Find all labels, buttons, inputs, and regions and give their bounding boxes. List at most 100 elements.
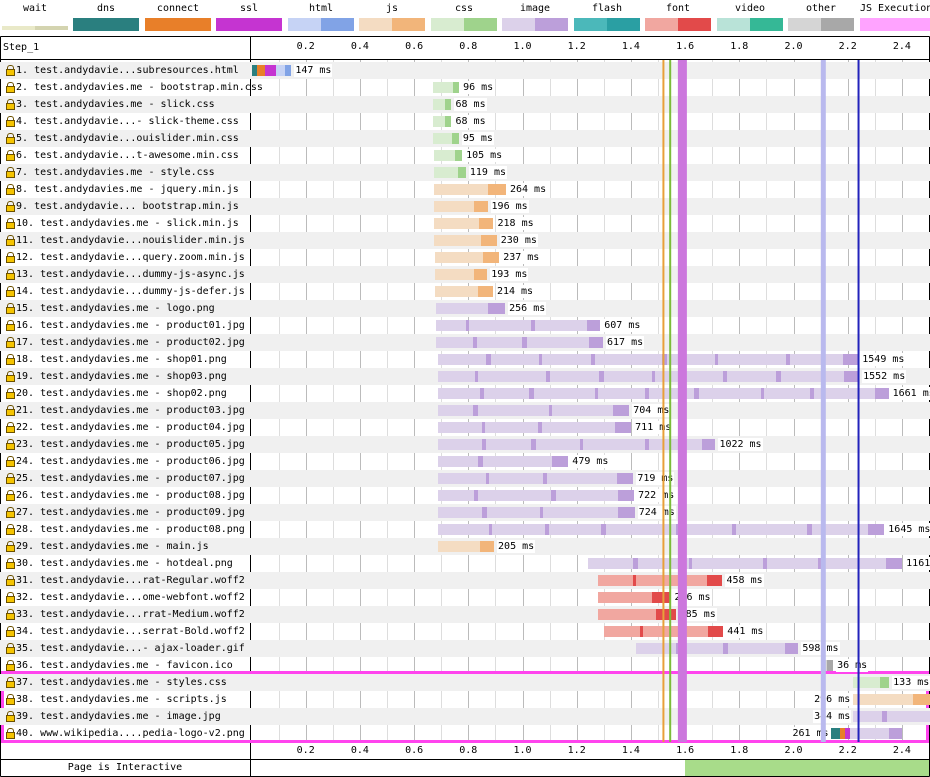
- request-row[interactable]: 9. test.andydavie... bootstrap.min.js 196…: [0, 198, 930, 215]
- request-bar: [435, 303, 506, 314]
- connection-segment: [251, 65, 257, 76]
- request-row[interactable]: 39. test.andydavies.me - image.jpg 344 ms: [0, 708, 930, 725]
- download-chunk: [457, 167, 466, 178]
- request-row[interactable]: 34. test.andydavie...serrat-Bold.woff2 44…: [0, 623, 930, 640]
- download-chunk: [598, 371, 604, 382]
- request-bar: [251, 65, 292, 76]
- request-row[interactable]: 28. test.andydavies.me - product08.png 16…: [0, 521, 930, 538]
- request-number: 1.: [16, 65, 29, 76]
- request-row[interactable]: 20. test.andydavies.me - shop02.png 1661 …: [0, 385, 930, 402]
- request-label: 37. test.andydavies.me - styles.css: [16, 676, 227, 689]
- request-row[interactable]: 19. test.andydavies.me - shop03.png 1552 …: [0, 368, 930, 385]
- download-chunk: [632, 575, 636, 586]
- lock-icon: [6, 473, 15, 484]
- download-chunk: [530, 439, 536, 450]
- download-chunk: [618, 507, 635, 518]
- legend-swatch: [860, 18, 930, 31]
- request-duration: 105 ms: [465, 149, 504, 162]
- request-number: 11.: [16, 235, 35, 246]
- request-row[interactable]: 16. test.andydavies.me - product01.jpg 60…: [0, 317, 930, 334]
- request-row[interactable]: 8. test.andydavies.me - jquery.min.js 264…: [0, 181, 930, 198]
- request-row[interactable]: 33. test.andydavie...rrat-Medium.woff2 28…: [0, 606, 930, 623]
- time-axis-top: 0.2 0.4 0.6 0.8 1.0 1.2 1.4 1.6 1.8 2.0 2.2 2.4: [251, 38, 929, 56]
- request-bar: [433, 133, 459, 144]
- request-number: 30.: [16, 558, 35, 569]
- request-row[interactable]: 2. test.andydavies.me - bootstrap.min.cs…: [0, 79, 930, 96]
- request-row[interactable]: 15. test.andydavies.me - logo.png 256 ms: [0, 300, 930, 317]
- request-row[interactable]: 3. test.andydavies.me - slick.css 68 ms: [0, 96, 930, 113]
- request-wait-segment: [433, 167, 466, 178]
- lock-icon: [6, 269, 15, 280]
- axis-tick-label: 2.0: [784, 745, 803, 756]
- request-wait-segment: [587, 558, 903, 569]
- request-row[interactable]: 10. test.andydavies.me - slick.min.js 218…: [0, 215, 930, 232]
- request-row[interactable]: 35. test.andydavie...- ajax-loader.gif 59…: [0, 640, 930, 657]
- lock-icon: [6, 507, 15, 518]
- download-chunk: [473, 405, 479, 416]
- legend-label: video: [734, 3, 766, 14]
- request-row[interactable]: 7. test.andydavies.me - style.css 119 ms: [0, 164, 930, 181]
- request-row[interactable]: 40. www.wikipedia....pedia-logo-v2.png 26…: [0, 725, 930, 742]
- request-row[interactable]: 32. test.andydavie...ome-webfont.woff2 26…: [0, 589, 930, 606]
- request-row[interactable]: 29. test.andydavies.me - main.js 205 ms: [0, 538, 930, 555]
- download-chunk: [913, 694, 930, 705]
- request-row[interactable]: 21. test.andydavies.me - product03.jpg 70…: [0, 402, 930, 419]
- request-duration: 1022 ms: [718, 438, 763, 451]
- request-row[interactable]: 25. test.andydavies.me - product07.jpg 71…: [0, 470, 930, 487]
- request-row[interactable]: 1. test.andydavie...subresources.html 147…: [0, 62, 930, 79]
- axis-tick-label: 1.8: [730, 41, 749, 52]
- download-chunk: [784, 643, 799, 654]
- legend-label: wait: [22, 3, 48, 14]
- request-url: test.andydavies.me - bootstrap.min.css: [34, 82, 263, 93]
- request-row[interactable]: 38. test.andydavies.me - scripts.js 296 m…: [0, 691, 930, 708]
- request-duration: 36 ms: [836, 659, 869, 672]
- request-url: test.andydavies.me - product02.jpg: [40, 337, 245, 348]
- axis-tick-label: 1.2: [567, 41, 586, 52]
- request-duration: 196 ms: [490, 200, 529, 213]
- axis-tick-label: 1.4: [621, 745, 640, 756]
- request-url: test.andydavies.me - product08.png: [40, 524, 245, 535]
- request-row[interactable]: 30. test.andydavies.me - hotdeal.png 1161…: [0, 555, 930, 572]
- request-row[interactable]: 22. test.andydavies.me - product04.jpg 71…: [0, 419, 930, 436]
- axis-tick-label: 2.4: [892, 41, 911, 52]
- request-row[interactable]: 11. test.andydavie...nouislider.min.js 23…: [0, 232, 930, 249]
- lock-icon: [6, 728, 15, 739]
- request-row[interactable]: 23. test.andydavies.me - product05.jpg 10…: [0, 436, 930, 453]
- request-duration: 1161 ms: [905, 557, 930, 570]
- request-row[interactable]: 14. test.andydavie...dummy-js-defer.js 21…: [0, 283, 930, 300]
- request-url: test.andydavies.me - style.css: [34, 167, 215, 178]
- download-chunk: [480, 541, 495, 552]
- request-row[interactable]: 18. test.andydavies.me - shop01.png 1549 …: [0, 351, 930, 368]
- download-chunk: [617, 490, 635, 501]
- request-row[interactable]: 27. test.andydavies.me - product09.jpg 72…: [0, 504, 930, 521]
- request-row[interactable]: 31. test.andydavie...rat-Regular.woff2 45…: [0, 572, 930, 589]
- legend-label: JS Execution: [860, 3, 930, 14]
- request-wait-segment: [438, 541, 495, 552]
- download-chunk: [579, 439, 583, 450]
- download-chunk: [487, 303, 506, 314]
- request-label: 11. test.andydavie...nouislider.min.js: [16, 234, 245, 247]
- request-row[interactable]: 24. test.andydavies.me - product06.jpg 47…: [0, 453, 930, 470]
- request-row[interactable]: 6. test.andydavie...t-awesome.min.css 105…: [0, 147, 930, 164]
- request-label: 19. test.andydavies.me - shop03.png: [16, 370, 227, 383]
- legend-font: font: [645, 0, 711, 36]
- request-row[interactable]: 36. test.andydavies.me - favicon.ico 36 m…: [0, 657, 930, 674]
- request-row[interactable]: 12. test.andydavie...query.zoom.min.js 23…: [0, 249, 930, 266]
- request-duration: 458 ms: [725, 574, 764, 587]
- request-number: 23.: [16, 439, 35, 450]
- request-bar: [435, 337, 603, 348]
- request-row[interactable]: 13. test.andydavie...dummy-js-async.js 19…: [0, 266, 930, 283]
- request-row[interactable]: 37. test.andydavies.me - styles.css 133 m…: [0, 674, 930, 691]
- request-row[interactable]: 26. test.andydavies.me - product08.jpg 72…: [0, 487, 930, 504]
- request-duration: 607 ms: [603, 319, 642, 332]
- download-chunk: [465, 320, 469, 331]
- lock-icon: [6, 694, 15, 705]
- request-duration: 230 ms: [499, 234, 538, 247]
- download-chunk: [701, 439, 716, 450]
- axis-tick-label: 2.2: [838, 745, 857, 756]
- legend-swatch: [288, 18, 354, 31]
- request-row[interactable]: 5. test.andydavie...ouislider.min.css 95 …: [0, 130, 930, 147]
- download-chunk: [760, 388, 764, 399]
- request-row[interactable]: 4. test.andydavie...- slick-theme.css 68 …: [0, 113, 930, 130]
- request-row[interactable]: 17. test.andydavies.me - product02.jpg 61…: [0, 334, 930, 351]
